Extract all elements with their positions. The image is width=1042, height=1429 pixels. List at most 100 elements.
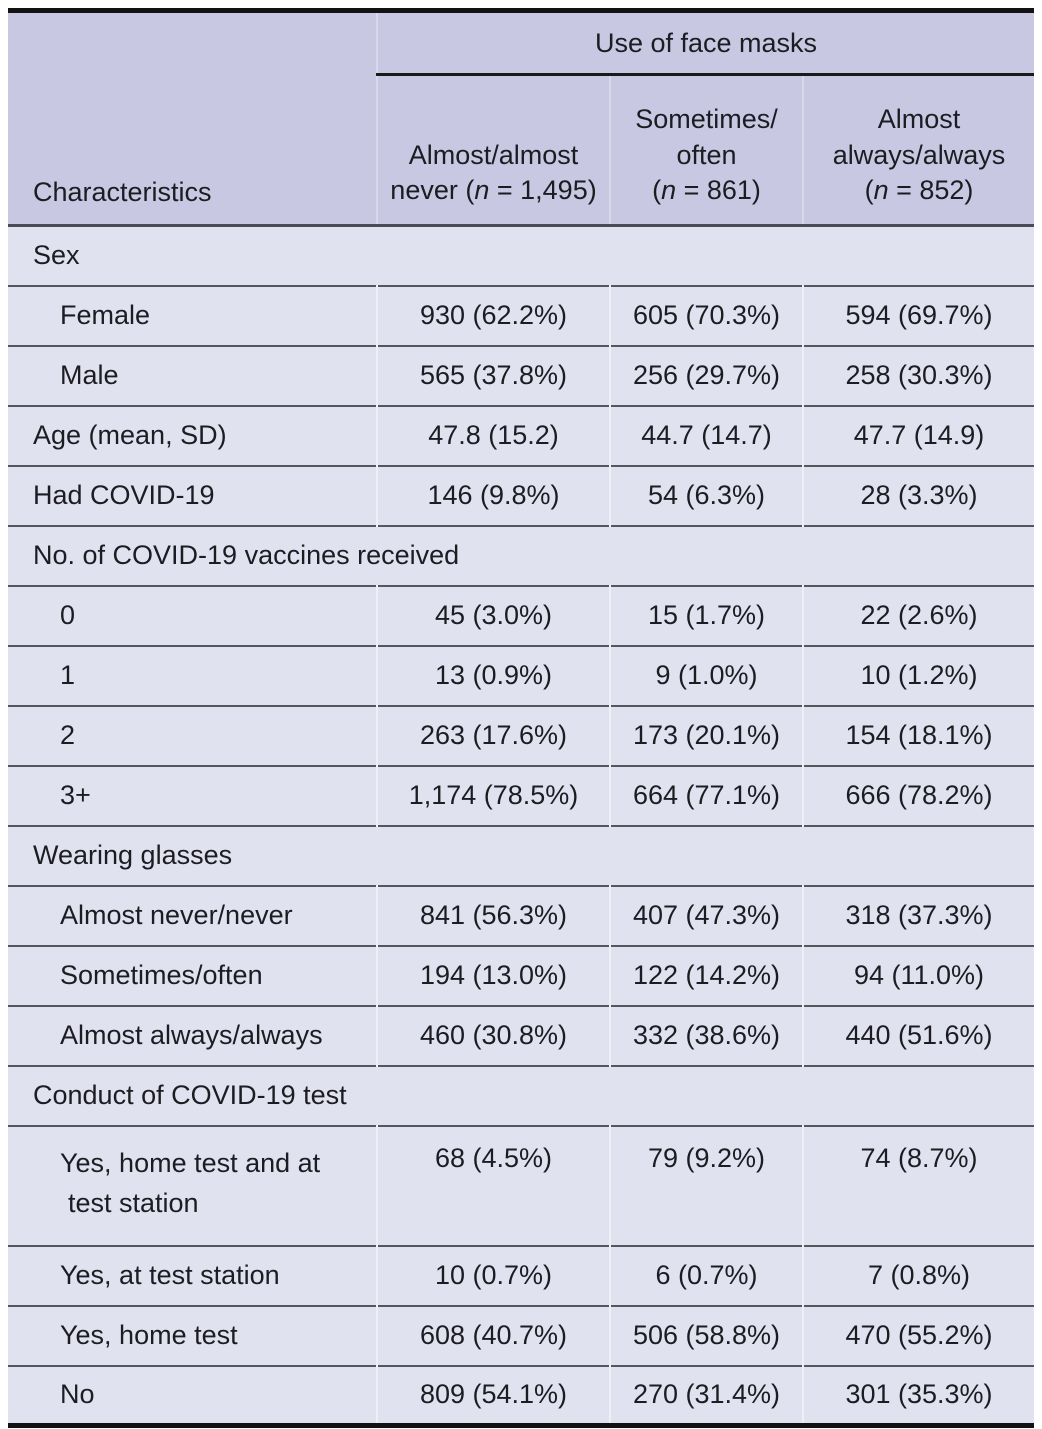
row-label: Sometimes/often <box>8 946 377 1006</box>
column-header-line: ( <box>652 175 662 206</box>
cell-value: 930 (62.2%) <box>376 285 610 346</box>
column-header-sometimes-often: Sometimes/ often (n = 861) <box>609 74 803 226</box>
row-label-text: 1 <box>60 660 76 690</box>
cell-value: 6 (0.7%) <box>609 1245 803 1306</box>
row-label-text: Almost always/always <box>60 1020 323 1050</box>
cell-value: 44.7 (14.7) <box>609 405 803 466</box>
cell-value: 122 (14.2%) <box>609 945 803 1006</box>
cell-value: 28 (3.3%) <box>802 465 1034 526</box>
cell-value: 470 (55.2%) <box>802 1305 1034 1366</box>
n-variable: n <box>873 175 889 206</box>
cell-value: 460 (30.8%) <box>376 1005 610 1066</box>
column-header-line: Sometimes/ <box>635 104 778 135</box>
cell-value: 79 (9.2%) <box>609 1125 803 1246</box>
table-row: Yes, at test station 10 (0.7%) 6 (0.7%) 7 (… <box>8 1245 1034 1306</box>
row-label: Almost never/never <box>8 886 377 946</box>
column-header-line: never ( <box>390 175 475 206</box>
cell-value: 22 (2.6%) <box>802 585 1034 646</box>
cell-value: 605 (70.3%) <box>609 285 803 346</box>
row-label: Yes, at test station <box>8 1246 377 1306</box>
table-header: Characteristics Use of face masks Almost… <box>8 10 1034 226</box>
cell-value: 74 (8.7%) <box>802 1125 1034 1246</box>
cell-value: 841 (56.3%) <box>376 885 610 946</box>
cell-value: 13 (0.9%) <box>376 645 610 706</box>
row-label-text: Yes, home test and at test station <box>60 1147 321 1219</box>
row-label-text: 2 <box>60 720 76 750</box>
section-label: Conduct of COVID-19 test <box>33 1080 347 1110</box>
use-of-face-masks-spanner: Use of face masks <box>376 10 1034 76</box>
cell-value: 332 (38.6%) <box>609 1005 803 1066</box>
cell-value: 7 (0.8%) <box>802 1245 1034 1306</box>
row-label-text: Sometimes/often <box>60 960 263 990</box>
n-variable: n <box>661 175 677 206</box>
table-row: No 809 (54.1%) 270 (31.4%) 301 (35.3%) <box>8 1365 1034 1426</box>
row-label: Male <box>8 346 377 406</box>
cell-value: 506 (58.8%) <box>609 1305 803 1366</box>
row-label: No <box>8 1366 377 1426</box>
table-row: Almost always/always 460 (30.8%) 332 (38.6… <box>8 1005 1034 1066</box>
spanner-row: Characteristics Use of face masks <box>8 10 1034 226</box>
column-headers-row: Almost/almost never (n = 1,495) Sometime… <box>8 74 1034 226</box>
row-label: Yes, home test and at test station <box>8 1126 377 1246</box>
table-row: Had COVID-19 146 (9.8%) 54 (6.3%) 28 (3.3%) <box>8 465 1034 526</box>
cell-value: 9 (1.0%) <box>609 645 803 706</box>
row-label-text: 3+ <box>60 780 91 810</box>
section-row: Wearing glasses <box>8 825 1034 886</box>
cell-value: 608 (40.7%) <box>376 1305 610 1366</box>
row-label-text: Yes, home test <box>60 1320 238 1350</box>
column-header-line: Almost/almost <box>408 139 579 170</box>
row-label-text: No <box>60 1379 95 1410</box>
section-row: No. of COVID-19 vaccines received <box>8 525 1034 586</box>
row-label: Almost always/always <box>8 1006 377 1066</box>
cell-value: 440 (51.6%) <box>802 1005 1034 1066</box>
cell-value: 666 (78.2%) <box>802 765 1034 826</box>
row-label-text: Age (mean, SD) <box>33 420 227 450</box>
row-label: Yes, home test <box>8 1306 377 1366</box>
n-variable: n <box>474 175 490 206</box>
column-header-line: often <box>676 139 737 170</box>
table-row: Male 565 (37.8%) 256 (29.7%) 258 (30.3%) <box>8 345 1034 406</box>
row-label: Female <box>8 286 377 346</box>
table-row: Female 930 (62.2%) 605 (70.3%) 594 (69.7%) <box>8 285 1034 346</box>
cell-value: 318 (37.3%) <box>802 885 1034 946</box>
table-row: 2 263 (17.6%) 173 (20.1%) 154 (18.1%) <box>8 705 1034 766</box>
table-body: Sex Female 930 (62.2%) 605 (70.3%) 594 (69.7… <box>8 225 1034 1426</box>
section-label: Sex <box>33 240 80 271</box>
section-label: No. of COVID-19 vaccines received <box>33 540 460 570</box>
table-row: Sometimes/often 194 (13.0%) 122 (14.2%) 94 … <box>8 945 1034 1006</box>
cell-value: 664 (77.1%) <box>609 765 803 826</box>
row-label: 0 <box>8 586 377 646</box>
row-label-text: Had COVID-19 <box>33 480 215 510</box>
cell-value: 1,174 (78.5%) <box>376 765 610 826</box>
cell-value: 258 (30.3%) <box>802 345 1034 406</box>
cell-value: 94 (11.0%) <box>802 945 1034 1006</box>
cell-value: 809 (54.1%) <box>376 1365 610 1426</box>
table-row: Almost never/never 841 (56.3%) 407 (47.3%)… <box>8 885 1034 946</box>
row-label: Age (mean, SD) <box>8 406 377 466</box>
cell-value: 10 (1.2%) <box>802 645 1034 706</box>
row-label: 3+ <box>8 766 377 826</box>
row-label-text: Almost never/never <box>60 900 293 930</box>
row-label: 2 <box>8 706 377 766</box>
section-row: Conduct of COVID-19 test <box>8 1065 1034 1126</box>
column-header-line: always/always <box>832 139 1006 170</box>
section-row: Sex <box>8 225 1034 286</box>
column-header-line: = 852) <box>888 175 974 206</box>
table-row: 1 13 (0.9%) 9 (1.0%) 10 (1.2%) <box>8 645 1034 706</box>
cell-value: 146 (9.8%) <box>376 465 610 526</box>
cell-value: 15 (1.7%) <box>609 585 803 646</box>
table-row: Yes, home test 608 (40.7%) 506 (58.8%) 470 … <box>8 1305 1034 1366</box>
column-header-line: ( <box>864 175 874 206</box>
cell-value: 407 (47.3%) <box>609 885 803 946</box>
cell-value: 565 (37.8%) <box>376 345 610 406</box>
column-header-almost-never: Almost/almost never (n = 1,495) <box>376 74 610 226</box>
cell-value: 270 (31.4%) <box>609 1365 803 1426</box>
table-row: Age (mean, SD) 47.8 (15.2) 44.7 (14.7) 47.7… <box>8 405 1034 466</box>
characteristics-header: Characteristics <box>8 10 377 226</box>
row-label: 1 <box>8 646 377 706</box>
cell-value: 263 (17.6%) <box>376 705 610 766</box>
cell-value: 47.8 (15.2) <box>376 405 610 466</box>
table-row: 3+ 1,174 (78.5%) 664 (77.1%) 666 (78.2%) <box>8 765 1034 826</box>
cell-value: 47.7 (14.9) <box>802 405 1034 466</box>
